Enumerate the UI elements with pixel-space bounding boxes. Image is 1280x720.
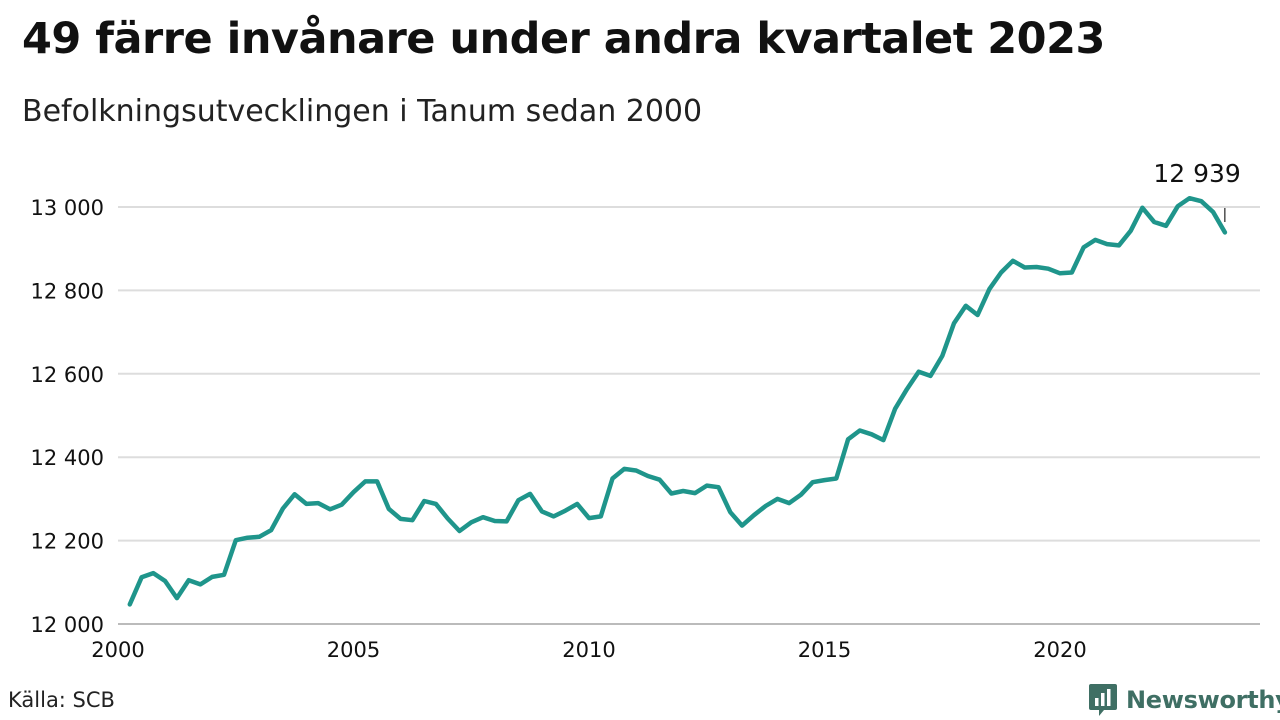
annotation-label: 12 939 (1153, 159, 1240, 188)
x-axis-ticks: 2000 2005 2010 2015 2020 (91, 638, 1086, 662)
chart-subtitle: Befolkningsutvecklingen i Tanum sedan 20… (22, 94, 703, 129)
x-tick-label: 2005 (327, 638, 380, 662)
x-tick-label: 2000 (91, 638, 144, 662)
source-note: Källa: SCB (8, 688, 115, 712)
series-layer (127, 195, 1228, 607)
brand-name: Newsworthy (1126, 686, 1280, 714)
y-tick-label: 12 200 (31, 530, 104, 554)
y-tick-label: 12 600 (31, 363, 104, 387)
y-tick-label: 12 000 (31, 613, 104, 637)
line-chart: 12 000 12 200 12 400 12 600 12 800 13 000 200… (31, 159, 1260, 662)
series-line (127, 195, 1228, 607)
x-tick-label: 2015 (798, 638, 851, 662)
y-axis-ticks: 12 000 12 200 12 400 12 600 12 800 13 000 (31, 196, 104, 637)
y-tick-label: 12 800 (31, 279, 104, 303)
grid-lines (118, 206, 1260, 625)
y-tick-label: 12 400 (31, 446, 104, 470)
annotation-layer: 12 939 (1153, 159, 1241, 222)
newsworthy-logo-icon (1089, 684, 1117, 716)
brand-logo[interactable]: Newsworthy (1088, 682, 1280, 718)
y-tick-label: 13 000 (31, 196, 104, 220)
chart-title: 49 färre invånare under andra kvartalet … (22, 14, 1105, 64)
x-tick-label: 2020 (1033, 638, 1086, 662)
x-tick-label: 2010 (562, 638, 615, 662)
